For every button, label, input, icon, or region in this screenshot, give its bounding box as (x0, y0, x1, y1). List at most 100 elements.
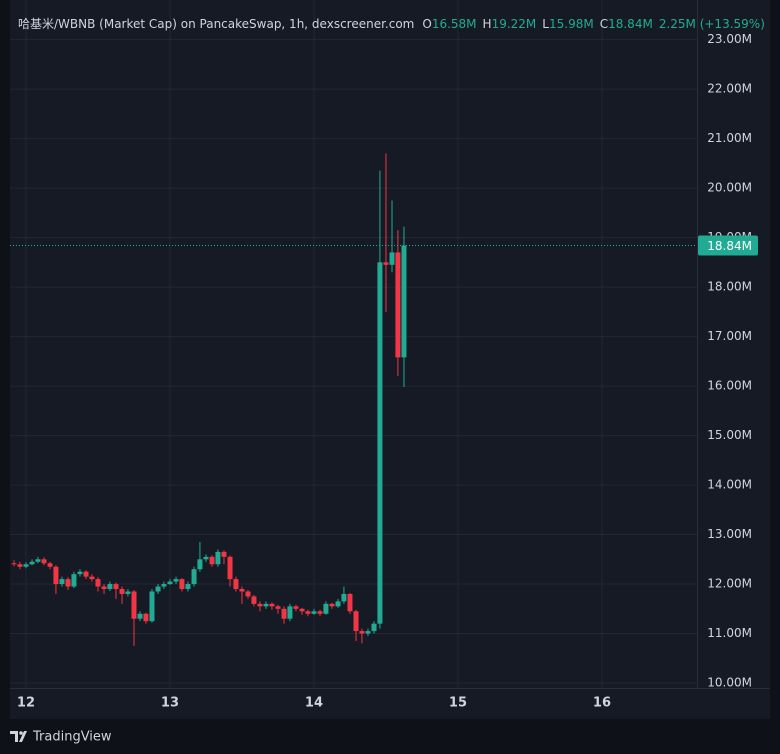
candle-body (161, 584, 167, 587)
candle-body (197, 559, 203, 570)
plot-area (10, 0, 698, 688)
ohlc-label: C (600, 17, 608, 31)
candle-body (275, 606, 281, 609)
candle-body (143, 613, 149, 622)
x-tick-label: 16 (593, 696, 611, 711)
candle-body (23, 564, 29, 567)
candle-body (29, 561, 35, 565)
x-tick-label: 14 (305, 696, 323, 711)
candle-body (341, 593, 347, 602)
y-tick-label: 13.00M (707, 527, 752, 541)
candle-body (383, 262, 389, 265)
y-tick-label: 22.00M (707, 82, 752, 96)
ohlc-label: O (422, 17, 431, 31)
chart-title: 哈基米/WBNB (Market Cap) on PancakeSwap, 1h… (18, 17, 765, 31)
candle-body (65, 579, 71, 587)
y-tick-label: 20.00M (707, 181, 752, 195)
y-tick-label: 12.00M (707, 577, 752, 591)
candle-body (173, 579, 179, 582)
candle-body (281, 608, 287, 619)
ohlc-value: 16.58M (432, 17, 477, 31)
candle-body (329, 603, 335, 607)
y-tick-label: 18.00M (707, 280, 752, 294)
y-tick-label: 23.00M (707, 32, 752, 46)
footer-text: TradingView (32, 730, 112, 745)
candle-body (137, 613, 143, 619)
price-axis (698, 0, 770, 688)
candle-body (83, 571, 89, 577)
candle-body (131, 591, 137, 619)
y-tick-label: 11.00M (707, 626, 752, 640)
candle-body (287, 606, 293, 619)
ohlc-value: 18.84M (608, 17, 653, 31)
x-tick-label: 13 (161, 696, 179, 711)
candle-body (185, 584, 191, 590)
ohlc-label: H (483, 17, 492, 31)
candle-body (11, 563, 17, 565)
candle-body (125, 591, 131, 594)
candle-body (233, 579, 239, 590)
grid (10, 0, 697, 688)
y-tick-label: 17.00M (707, 329, 752, 343)
candle-body (179, 579, 185, 590)
y-tick-label: 21.00M (707, 131, 752, 145)
candle-body (209, 556, 215, 565)
candles (11, 153, 407, 646)
candle-body (263, 603, 269, 607)
candle-body (365, 631, 371, 634)
footer-logo (10, 731, 27, 742)
time-axis (10, 689, 770, 719)
title-text: 哈基米/WBNB (Market Cap) on PancakeSwap, 1h… (18, 17, 414, 31)
candle-body (95, 579, 101, 587)
candle-body (41, 559, 47, 564)
candle-body (191, 569, 197, 585)
header: 哈基米/WBNB (Market Cap) on PancakeSwap, 1h… (18, 17, 765, 31)
candle-body (119, 589, 125, 594)
candle-body (239, 589, 245, 592)
candle-body (53, 566, 59, 585)
last-price-tag (698, 235, 758, 256)
x-tick-label: 15 (449, 696, 467, 711)
candle-body (395, 252, 401, 358)
candle-body (155, 586, 161, 592)
overlay: 10.00M 11.00M 12.00M 13.00M 14.00M 15.00M 16.0… (10, 32, 758, 711)
candle-body (149, 591, 155, 622)
candle-body (269, 603, 275, 607)
x-tick-label: 12 (17, 696, 35, 711)
candle-body (371, 623, 377, 632)
ohlc-label: L (542, 17, 549, 31)
tradingview-logo (10, 731, 27, 742)
candle-body (389, 252, 395, 265)
candle-body (89, 576, 95, 580)
candle-body (215, 551, 221, 565)
candle-body (35, 559, 41, 562)
candle-body (299, 608, 305, 612)
ohlc-value: 15.98M (549, 17, 594, 31)
candle-body (359, 631, 365, 634)
tradingview-logo-dot (19, 731, 23, 735)
candle-body (203, 556, 209, 560)
candle-body (47, 563, 53, 567)
candle-body (17, 564, 23, 567)
y-tick-label: 10.00M (707, 676, 752, 690)
candle-body (71, 574, 77, 587)
candle-body (77, 571, 83, 575)
candle-body (245, 591, 251, 597)
ohlc-value: 19.22M (492, 17, 537, 31)
candle-body (293, 606, 299, 609)
candle-body (401, 245, 407, 358)
candle-body (353, 611, 359, 632)
candle-body (113, 584, 119, 590)
candle-body (311, 611, 317, 614)
candle-body (335, 601, 341, 607)
candle-body (323, 603, 329, 614)
y-tick-label: 16.00M (707, 379, 752, 393)
candle-body (101, 586, 107, 590)
last-price-label: 18.84M (707, 239, 752, 253)
candle-body (305, 611, 311, 614)
y-tick-label: 15.00M (707, 428, 752, 442)
candle-body (257, 603, 263, 607)
change-label: 2.25M (+13.59%) (659, 17, 765, 31)
candle-body (317, 611, 323, 614)
candle-body (221, 551, 227, 557)
